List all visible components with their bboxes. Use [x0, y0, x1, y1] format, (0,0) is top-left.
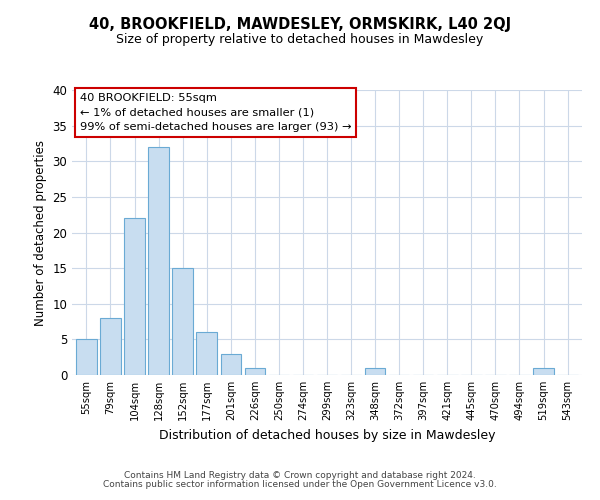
Bar — [172, 268, 193, 375]
Bar — [245, 368, 265, 375]
Bar — [533, 368, 554, 375]
Bar — [148, 147, 169, 375]
Bar — [196, 332, 217, 375]
Bar — [100, 318, 121, 375]
Text: Size of property relative to detached houses in Mawdesley: Size of property relative to detached ho… — [116, 32, 484, 46]
Text: Contains HM Land Registry data © Crown copyright and database right 2024.: Contains HM Land Registry data © Crown c… — [124, 471, 476, 480]
Bar — [124, 218, 145, 375]
Text: 40 BROOKFIELD: 55sqm
← 1% of detached houses are smaller (1)
99% of semi-detache: 40 BROOKFIELD: 55sqm ← 1% of detached ho… — [80, 93, 351, 132]
Bar — [365, 368, 385, 375]
Text: 40, BROOKFIELD, MAWDESLEY, ORMSKIRK, L40 2QJ: 40, BROOKFIELD, MAWDESLEY, ORMSKIRK, L40… — [89, 18, 511, 32]
X-axis label: Distribution of detached houses by size in Mawdesley: Distribution of detached houses by size … — [159, 428, 495, 442]
Text: Contains public sector information licensed under the Open Government Licence v3: Contains public sector information licen… — [103, 480, 497, 489]
Y-axis label: Number of detached properties: Number of detached properties — [34, 140, 47, 326]
Bar — [221, 354, 241, 375]
Bar — [76, 340, 97, 375]
